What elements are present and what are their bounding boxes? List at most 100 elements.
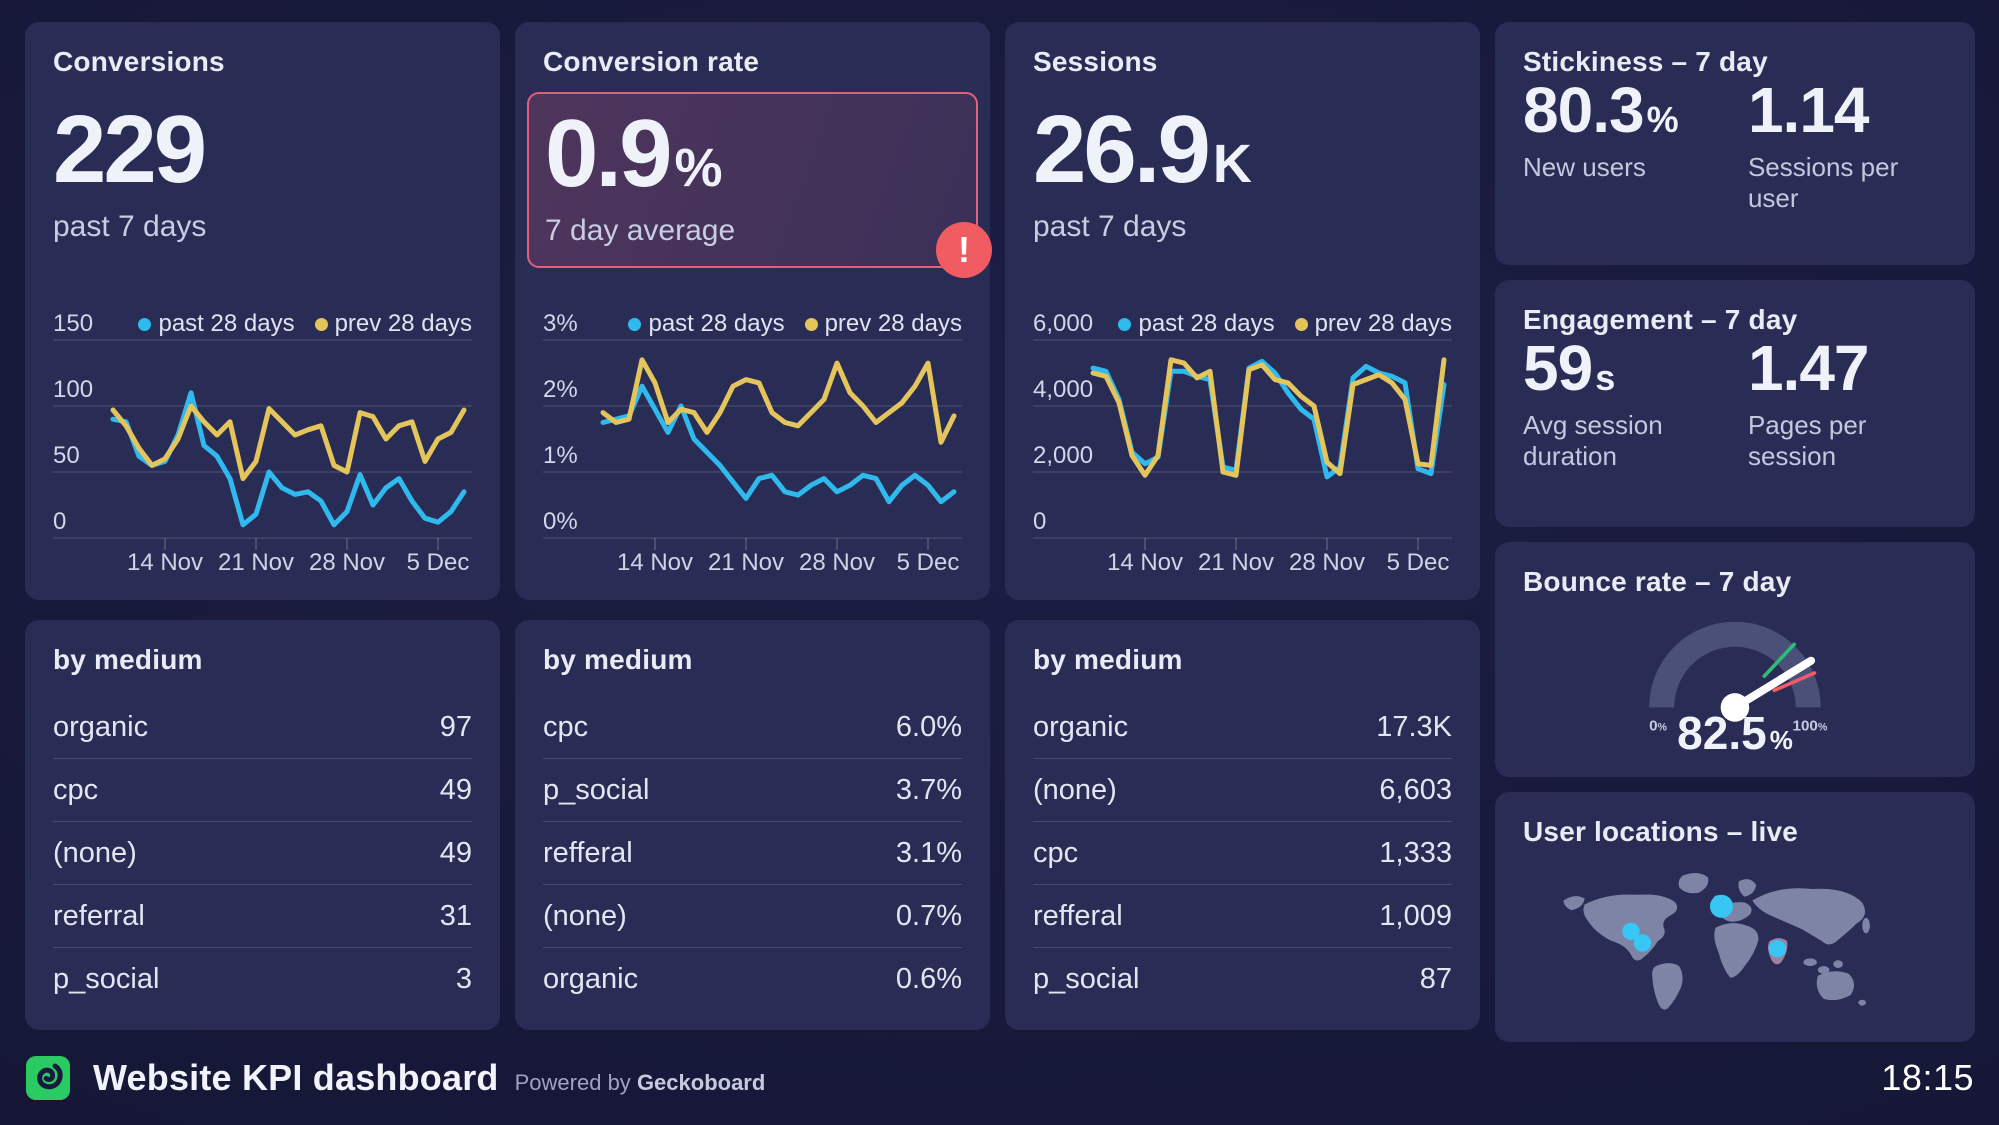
row-value: 1,333	[1379, 836, 1452, 869]
dashboard: Conversions 229 past 7 days 150 100 50 0 14 …	[25, 22, 1975, 1043]
svg-text:4,000: 4,000	[1033, 376, 1093, 403]
legend-dot-icon	[628, 317, 642, 331]
stat-label: Sessions per user	[1747, 152, 1899, 214]
row-label: p_social	[543, 773, 650, 806]
conversion-rate-card: Conversion rate 0.9% 7 day average ! 3% 2…	[515, 22, 992, 600]
svg-text:3%: 3%	[543, 310, 578, 337]
row-value: 49	[439, 836, 472, 869]
card-title: Conversion rate	[543, 46, 760, 77]
geckoboard-brand: Geckoboard	[636, 1069, 766, 1095]
legend-dot-icon	[804, 317, 818, 331]
engagement-card: Engagement – 7 day 59s Avg session durat…	[1495, 280, 1975, 527]
sessions-card: Sessions 26.9K past 7 days 6,000 4,000 2,0…	[1005, 22, 1480, 600]
bounce-rate-gauge: 0% 100%	[1523, 598, 1947, 736]
continents	[1563, 873, 1870, 1010]
stats-row: 80.3% New users 1.14 Sessions per user	[1523, 78, 1947, 214]
svg-text:0: 0	[1033, 508, 1046, 535]
card-title: Stickiness – 7 day	[1523, 46, 1768, 77]
stat-number: 1.47	[1747, 332, 1870, 405]
svg-text:150: 150	[53, 310, 93, 337]
conversions-line-chart: 150 100 50 0 14 Nov 21 Nov 28 Nov 5 Dec past 28 …	[53, 310, 472, 574]
conversion-rate-by-medium-card: by medium cpc 6.0% p_social 3.7% refferal 3.1…	[515, 620, 990, 1030]
stickiness-card: Stickiness – 7 day 80.3% New users 1.14 …	[1495, 22, 1975, 265]
table-row: p_social 3.7%	[543, 759, 962, 823]
card-title: by medium	[543, 644, 693, 675]
stats-row: 59s Avg session duration 1.47 Pages per …	[1523, 336, 1947, 472]
gauge-suffix: %	[1769, 725, 1793, 756]
row-label: p_social	[1033, 962, 1140, 995]
svg-text:2,000: 2,000	[1033, 442, 1093, 469]
card-title: Bounce rate – 7 day	[1523, 566, 1792, 597]
conversion-rate-trend-svg: 3% 2% 1% 0% 14 Nov 21 Nov 28 Nov 5 Dec	[543, 310, 962, 574]
row-value: 3	[455, 962, 472, 995]
svg-text:28 Nov: 28 Nov	[1289, 549, 1365, 574]
legend-label: past 28 days	[1138, 310, 1275, 337]
gauge-value: 82.5%	[1523, 710, 1947, 756]
legend-label: past 28 days	[158, 310, 295, 337]
legend-item: prev 28 days	[1294, 310, 1452, 338]
table-row: (none) 6,603	[1033, 759, 1452, 823]
row-value: 97	[439, 710, 472, 743]
table-row: referral 31	[53, 885, 472, 949]
row-value: 1,009	[1379, 899, 1452, 932]
table-row: cpc 49	[53, 759, 472, 823]
stat-avg-session-duration: 59s Avg session duration	[1523, 336, 1748, 472]
svg-text:14 Nov: 14 Nov	[127, 549, 203, 574]
svg-text:6,000: 6,000	[1033, 310, 1093, 337]
big-number: 229	[53, 96, 207, 204]
svg-text:0: 0	[53, 508, 66, 535]
by-medium-table: organic 97 cpc 49 (none) 49 referral 31 p_social…	[53, 696, 472, 1010]
svg-text:0%: 0%	[1649, 718, 1667, 735]
row-value: 17.3K	[1376, 710, 1452, 743]
powered-by: Powered by Geckoboard	[514, 1069, 766, 1095]
stat-number: 59	[1523, 332, 1593, 405]
stat-sessions-per-user: 1.14 Sessions per user	[1748, 78, 1947, 214]
legend-label: prev 28 days	[824, 310, 962, 337]
conversions-card: Conversions 229 past 7 days 150 100 50 0 14 …	[25, 22, 500, 600]
row-value: 87	[1419, 962, 1452, 995]
alert-highlight-box: 0.9% 7 day average !	[527, 92, 992, 279]
legend-label: prev 28 days	[1314, 310, 1452, 337]
row-value: 6,603	[1379, 773, 1452, 806]
chart-legend: past 28 days prev 28 days	[628, 310, 962, 338]
card-title: Engagement – 7 day	[1523, 304, 1798, 335]
table-row: p_social 3	[53, 948, 472, 1010]
svg-text:21 Nov: 21 Nov	[218, 549, 294, 574]
row-label: organic	[543, 962, 639, 995]
card-title: Sessions	[1033, 46, 1158, 77]
card-title: User locations – live	[1523, 816, 1798, 847]
period-label: past 7 days	[1033, 210, 1187, 244]
svg-text:1%: 1%	[543, 442, 578, 469]
big-number: 0.9	[545, 100, 672, 208]
svg-text:28 Nov: 28 Nov	[309, 549, 385, 574]
svg-text:21 Nov: 21 Nov	[1198, 549, 1274, 574]
table-row: cpc 1,333	[1033, 822, 1452, 886]
user-location-dot	[1622, 922, 1640, 941]
row-value: 0.7%	[895, 899, 962, 932]
svg-text:100: 100	[53, 376, 93, 403]
svg-text:28 Nov: 28 Nov	[799, 549, 875, 574]
row-value: 6.0%	[895, 710, 962, 743]
legend-dot-icon	[314, 317, 328, 331]
card-title: by medium	[53, 644, 203, 675]
big-number-suffix: %	[674, 138, 723, 199]
row-label: refferal	[1033, 899, 1123, 932]
period-label: past 7 days	[53, 210, 207, 244]
table-row: refferal 3.1%	[543, 822, 962, 886]
stat-label: Pages per session	[1747, 410, 1867, 472]
world-map	[1563, 873, 1870, 1010]
legend-dot-icon	[1294, 317, 1308, 331]
card-title: by medium	[1033, 644, 1183, 675]
svg-text:0%: 0%	[543, 508, 578, 535]
chart-legend: past 28 days prev 28 days	[1118, 310, 1452, 338]
chart-legend: past 28 days prev 28 days	[138, 310, 472, 338]
alert-exclamation-icon[interactable]: !	[936, 222, 992, 279]
live-user-dots	[1622, 894, 1787, 958]
row-value: 3.1%	[895, 836, 962, 869]
svg-text:50: 50	[53, 442, 80, 469]
dashboard-title: Website KPI dashboard	[93, 1056, 499, 1098]
legend-item: prev 28 days	[804, 310, 962, 338]
legend-item: past 28 days	[138, 310, 295, 338]
table-row: refferal 1,009	[1033, 885, 1452, 949]
user-locations-card: User locations – live	[1495, 792, 1975, 1043]
